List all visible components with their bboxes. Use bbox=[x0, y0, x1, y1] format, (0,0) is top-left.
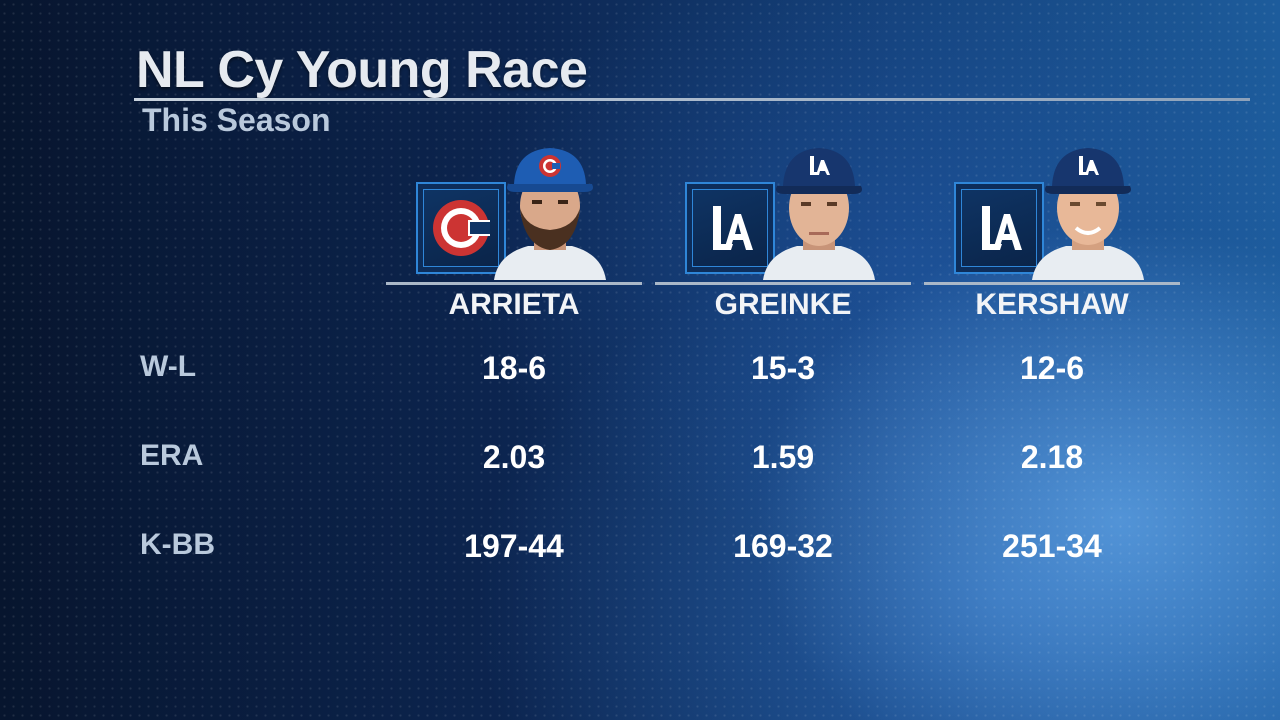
stat-value: 197-44 bbox=[464, 528, 564, 564]
cubs-logo-icon bbox=[416, 182, 506, 274]
player-headshot bbox=[1022, 142, 1154, 280]
player-headshot bbox=[484, 142, 616, 280]
player-name: GREINKE bbox=[714, 288, 852, 321]
stat-label-wl: W-L bbox=[140, 350, 197, 383]
stat-value: 251-34 bbox=[1002, 528, 1102, 564]
dodgers-logo-icon bbox=[954, 182, 1044, 274]
player-name: KERSHAW bbox=[975, 288, 1129, 321]
player-headshot bbox=[753, 142, 885, 280]
dodgers-logo-icon bbox=[685, 182, 775, 274]
stat-label-kbb: K-BB bbox=[140, 528, 215, 561]
player-divider bbox=[655, 282, 911, 285]
stat-value: 1.59 bbox=[751, 439, 815, 475]
player-card-arrieta: ARRIETA bbox=[386, 142, 642, 332]
title-divider bbox=[134, 98, 1250, 101]
player-card-kershaw: KERSHAW bbox=[924, 142, 1180, 332]
stat-label-era: ERA bbox=[140, 439, 204, 472]
player-name: ARRIETA bbox=[448, 288, 580, 321]
player-divider bbox=[386, 282, 642, 285]
player-divider bbox=[924, 282, 1180, 285]
stat-value: 18-6 bbox=[481, 350, 547, 386]
stat-value: 15-3 bbox=[750, 350, 816, 386]
player-card-greinke: GREINKE bbox=[655, 142, 911, 332]
stat-value: 12-6 bbox=[1019, 350, 1085, 386]
stat-value: 169-32 bbox=[733, 528, 833, 564]
page-subtitle: This Season bbox=[142, 102, 331, 138]
stat-value: 2.18 bbox=[1020, 439, 1084, 475]
page-title: NL Cy Young Race bbox=[136, 41, 588, 99]
stat-value: 2.03 bbox=[482, 439, 546, 475]
